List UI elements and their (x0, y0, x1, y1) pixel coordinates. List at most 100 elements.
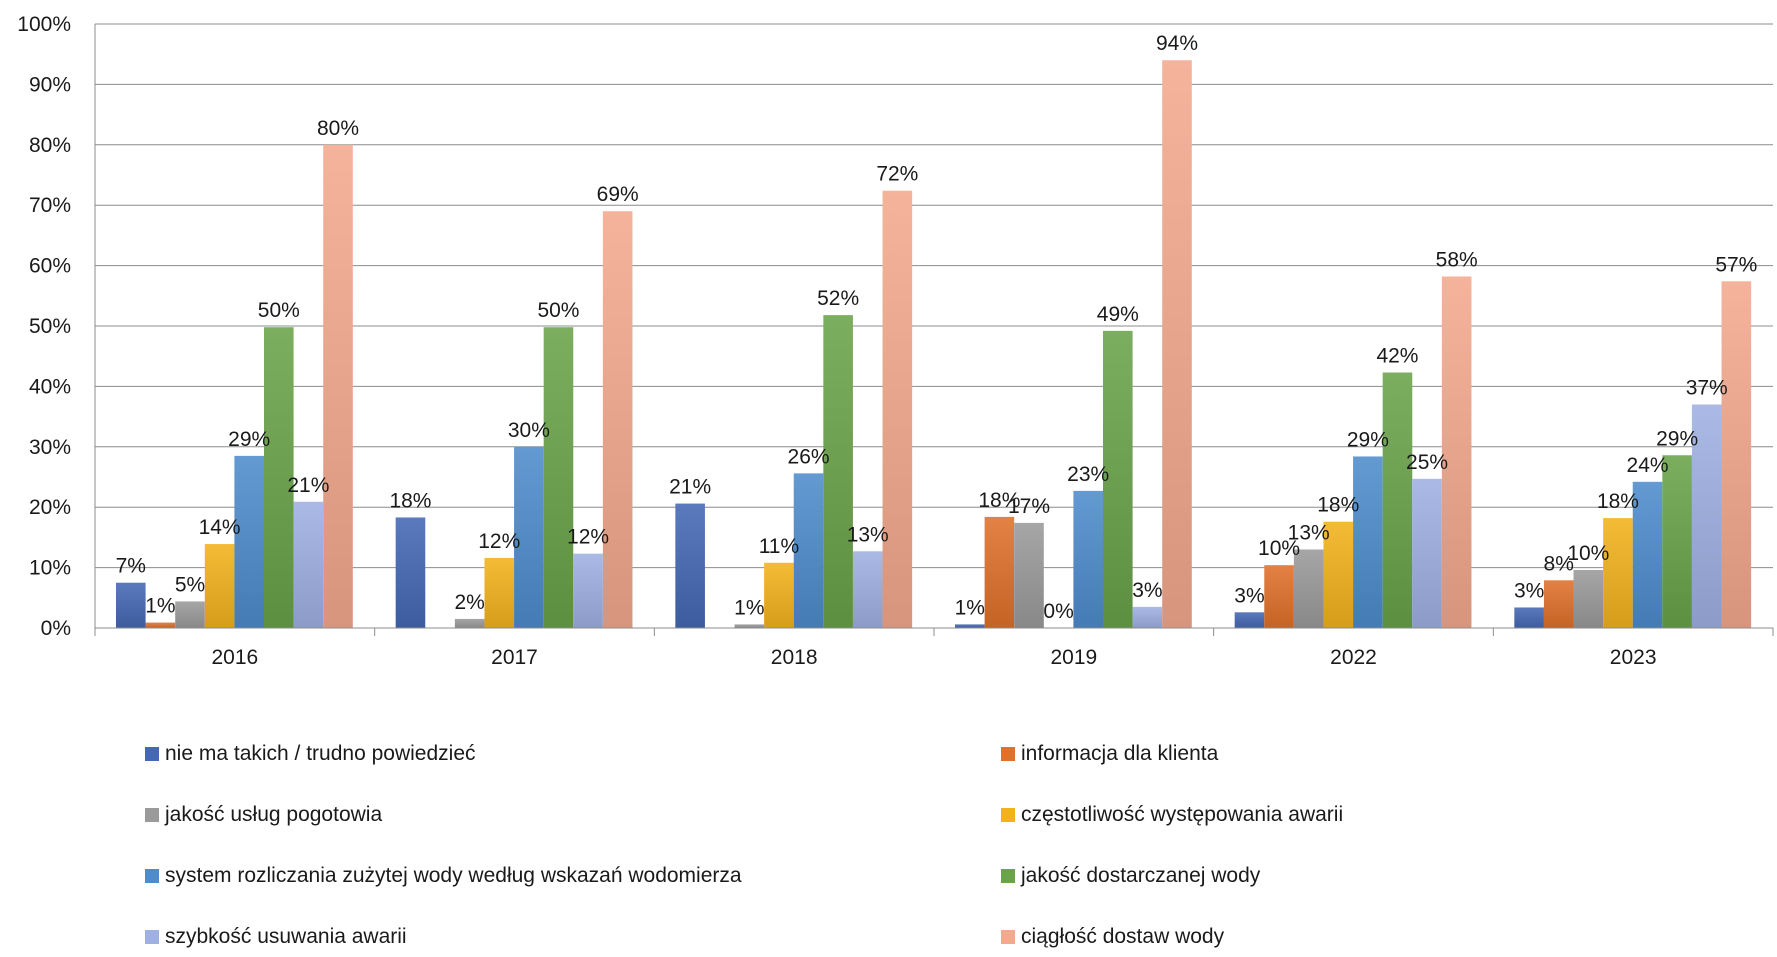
gridlines (95, 23, 1773, 569)
data-label: 17% (1008, 495, 1050, 518)
bar (484, 557, 515, 628)
bar (1603, 518, 1633, 628)
legend-label: nie ma takich / trudno powiedzieć (165, 742, 476, 765)
data-label: 50% (258, 299, 300, 322)
data-labels: 7%1%5%14%29%50%21%80%18%2%12%30%50%12%69… (116, 32, 1758, 623)
data-label: 29% (228, 428, 270, 451)
data-label: 42% (1376, 345, 1418, 368)
legend-label: system rozliczania zużytej wody według w… (165, 864, 742, 887)
data-label: 18% (1317, 494, 1359, 517)
legend-swatch (1001, 930, 1015, 944)
data-label: 10% (1258, 537, 1300, 560)
data-label: 30% (508, 419, 550, 442)
bar (395, 517, 426, 628)
data-label: 49% (1097, 303, 1139, 326)
data-label: 26% (788, 445, 830, 468)
bar (293, 501, 324, 628)
data-label: 23% (1067, 463, 1109, 486)
data-label: 18% (1597, 490, 1639, 513)
y-tick-label: 90% (29, 73, 71, 96)
bar (145, 622, 176, 628)
data-label: 29% (1656, 427, 1698, 450)
data-label: 3% (1514, 579, 1544, 602)
legend-swatch (145, 747, 159, 761)
data-label: 12% (567, 526, 609, 549)
y-tick-label: 80% (29, 134, 71, 157)
bars (116, 60, 1752, 629)
y-tick-label: 60% (29, 255, 71, 278)
bar (852, 551, 883, 628)
bar (1441, 276, 1472, 628)
data-label: 58% (1436, 248, 1478, 271)
y-tick-label: 10% (29, 557, 71, 580)
y-tick-label: 30% (29, 436, 71, 459)
data-label: 80% (317, 117, 359, 140)
data-label: 24% (1627, 454, 1669, 477)
x-tick-label: 2016 (211, 646, 258, 669)
bar (1691, 404, 1722, 628)
data-label: 50% (537, 299, 579, 322)
x-tick-label: 2017 (491, 646, 538, 669)
bar (1721, 281, 1752, 628)
data-label: 8% (1544, 552, 1574, 575)
y-tick-label: 100% (17, 13, 71, 36)
bar (1073, 490, 1103, 628)
data-label: 14% (199, 516, 241, 539)
bar (1662, 455, 1692, 628)
bar (573, 553, 603, 628)
data-label: 25% (1406, 451, 1448, 474)
legend-swatch (145, 869, 159, 883)
data-label: 2% (454, 591, 484, 614)
data-label: 0% (1043, 600, 1073, 623)
legend-swatch (1001, 808, 1015, 822)
y-tick-label: 50% (29, 315, 71, 338)
y-axis-ticks: 0% 10% 20% 30% 40% 50% 60% 70% 80% 90% 100% (17, 13, 71, 640)
bar (543, 327, 574, 628)
x-tick-label: 2022 (1330, 646, 1377, 669)
bar (116, 582, 146, 628)
data-label: 13% (1288, 521, 1330, 544)
legend-swatch (1001, 747, 1015, 761)
data-label: 7% (116, 555, 146, 578)
data-label: 94% (1156, 32, 1198, 55)
legend-label: częstotliwość występowania awarii (1021, 803, 1343, 826)
data-label: 1% (734, 596, 764, 619)
x-tick-label: 2018 (771, 646, 818, 669)
legend-swatch (145, 808, 159, 822)
y-tick-label: 20% (29, 496, 71, 519)
bar (955, 624, 985, 628)
bar (793, 473, 824, 628)
bar (882, 190, 913, 629)
data-label: 1% (955, 596, 985, 619)
legend: nie ma takich / trudno powiedzieć informa… (145, 742, 1343, 948)
bar (1514, 607, 1544, 628)
data-label: 5% (175, 573, 205, 596)
data-label: 3% (1234, 584, 1264, 607)
bar (1264, 565, 1294, 628)
legend-label: jakość usług pogotowia (164, 803, 382, 826)
bar (1162, 60, 1192, 629)
bar (514, 446, 544, 628)
bar (264, 327, 294, 628)
bar (823, 315, 853, 628)
bar (602, 211, 633, 629)
x-tick-label: 2023 (1610, 646, 1657, 669)
bar (1412, 478, 1442, 628)
legend-label: informacja dla klienta (1021, 742, 1219, 765)
bar (675, 503, 705, 628)
data-label: 69% (597, 183, 639, 206)
legend-label: jakość dostarczanej wody (1020, 864, 1261, 887)
bar (984, 516, 1015, 628)
data-label: 12% (478, 530, 520, 553)
y-tick-label: 0% (41, 617, 71, 640)
bar (454, 618, 485, 628)
bar (1293, 549, 1324, 628)
data-label: 37% (1686, 377, 1728, 400)
data-label: 21% (669, 476, 711, 499)
data-label: 57% (1715, 253, 1757, 276)
data-label: 1% (145, 595, 175, 618)
bar (1632, 481, 1663, 628)
bar (1103, 330, 1133, 628)
data-label: 21% (287, 474, 329, 497)
